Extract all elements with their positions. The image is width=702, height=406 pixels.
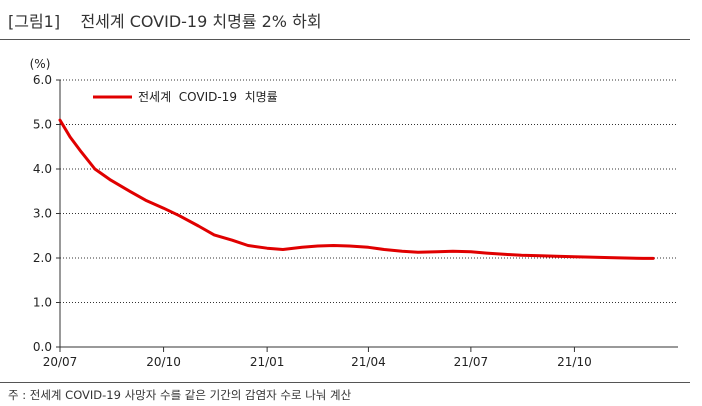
label-layer: 0.0 1.0 2.0 3.0 4.0 5.0 6.0 (%) 20/07 20/10 21/01 2… bbox=[30, 57, 592, 369]
x-tick-label: 21/04 bbox=[351, 355, 386, 369]
top-rule bbox=[0, 39, 690, 40]
x-tick-label: 20/10 bbox=[146, 355, 181, 369]
x-tick-label: 20/07 bbox=[43, 355, 78, 369]
x-tick-label: 21/01 bbox=[250, 355, 285, 369]
series-layer bbox=[58, 118, 655, 260]
x-tick-label: 21/07 bbox=[454, 355, 489, 369]
footnote: 주 : 전세계 COVID-19 사망자 수를 같은 기간의 감염자 수로 나눠… bbox=[8, 388, 352, 402]
y-tick-label: 2.0 bbox=[33, 251, 52, 265]
y-tick-label: 0.0 bbox=[33, 340, 52, 354]
legend-label: 전세계 COVID-19 치명률 bbox=[138, 90, 278, 104]
y-tick-label: 1.0 bbox=[33, 296, 52, 310]
bottom-rule bbox=[0, 382, 690, 383]
y-tick-label: 4.0 bbox=[33, 162, 52, 176]
y-tick-label: 3.0 bbox=[33, 207, 52, 221]
y-tick-label: 6.0 bbox=[33, 73, 52, 87]
line-chart: 0.0 1.0 2.0 3.0 4.0 5.0 6.0 (%) 20/07 20/10 21/01 2… bbox=[30, 57, 678, 369]
y-axis-unit: (%) bbox=[30, 57, 51, 71]
x-tick-label: 21/10 bbox=[557, 355, 592, 369]
legend: 전세계 COVID-19 치명률 bbox=[93, 90, 278, 104]
axis-layer bbox=[56, 79, 678, 352]
y-tick-label: 5.0 bbox=[33, 118, 52, 132]
grid-layer bbox=[60, 79, 678, 303]
figure-title: [그림1] 전세계 COVID-19 치명률 2% 하회 bbox=[8, 12, 322, 31]
series-line bbox=[58, 118, 655, 260]
